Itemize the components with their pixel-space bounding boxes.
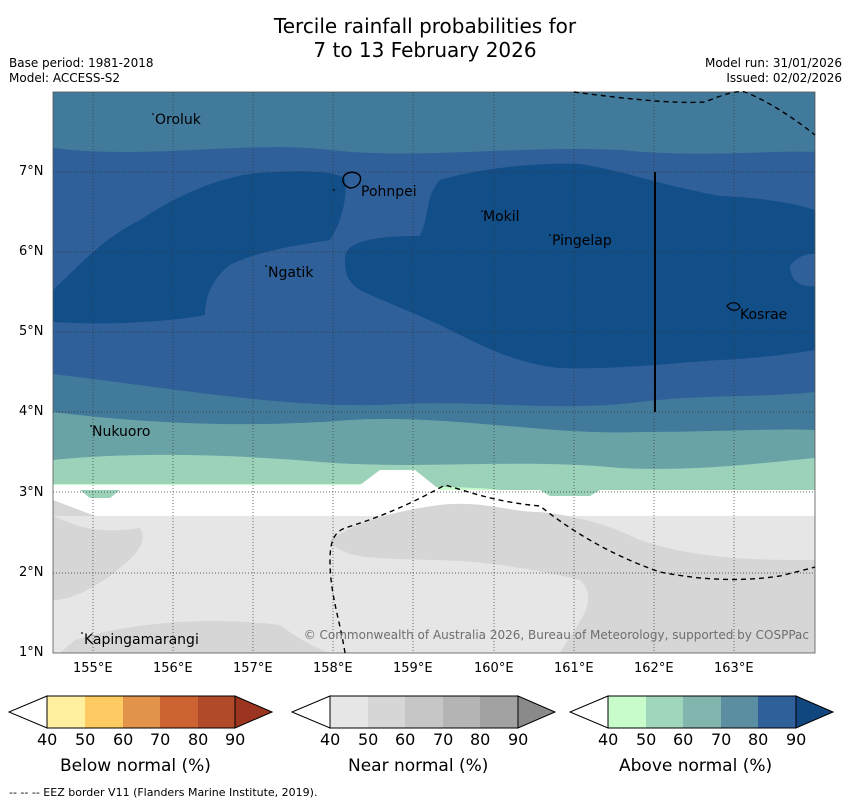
graticule xyxy=(53,92,815,653)
map-title-line2: 7 to 13 February 2026 xyxy=(313,38,537,62)
field-above-80-notch xyxy=(790,253,815,287)
eez-borders xyxy=(329,90,816,654)
model-run: Model run: 31/01/2026 xyxy=(704,56,842,70)
field-near-40-pocket xyxy=(416,568,550,621)
lat-label-4n: 4°N xyxy=(19,404,44,419)
lat-label-2n: 2°N xyxy=(19,565,44,580)
lat-label-1n: 1°N xyxy=(19,645,44,660)
colorbar-near xyxy=(290,695,557,729)
eez-border-south xyxy=(329,484,816,654)
lat-label-3n: 3°N xyxy=(19,485,44,500)
below-normal-label: Below normal (%) xyxy=(60,756,211,776)
above-tick-90: 90 xyxy=(786,730,807,749)
near-tick-40: 40 xyxy=(320,730,341,749)
lon-label-157e: 157°E xyxy=(233,661,273,676)
lon-label-161e: 161°E xyxy=(554,661,594,676)
kosrae-island-outline xyxy=(726,302,741,311)
field-above-60 xyxy=(53,412,815,470)
lon-label-156e: 156°E xyxy=(153,661,193,676)
below-tick-70: 70 xyxy=(150,730,171,749)
above-normal-label: Above normal (%) xyxy=(619,756,773,776)
near-normal-label: Near normal (%) xyxy=(348,756,489,776)
near-tick-60: 60 xyxy=(395,730,416,749)
probability-field xyxy=(53,92,815,653)
above-tick-40: 40 xyxy=(598,730,619,749)
near-tick-50: 50 xyxy=(358,730,379,749)
colorbar-above xyxy=(568,695,835,729)
map-frame xyxy=(52,91,816,654)
copyright-notice: © Commonwealth of Australia 2026, Bureau… xyxy=(303,628,809,642)
field-above-50 xyxy=(53,454,815,490)
lat-label-7n: 7°N xyxy=(19,164,44,179)
place-mokil: Mokil xyxy=(483,209,520,225)
base-period: Base period: 1981-2018 xyxy=(9,56,154,70)
field-near-50 xyxy=(53,500,815,653)
below-tick-40: 40 xyxy=(37,730,58,749)
below-tick-60: 60 xyxy=(113,730,134,749)
pohnpei-island-outline xyxy=(342,171,362,189)
place-pingelap: Pingelap xyxy=(552,233,612,249)
near-tick-90: 90 xyxy=(508,730,529,749)
below-tick-90: 90 xyxy=(225,730,246,749)
lon-label-159e: 159°E xyxy=(393,661,433,676)
place-oroluk: Oroluk xyxy=(155,112,201,128)
field-above-90-east xyxy=(345,163,815,369)
place-pohnpei: Pohnpei xyxy=(361,184,417,200)
lat-label-6n: 6°N xyxy=(19,244,44,259)
lat-label-5n: 5°N xyxy=(19,324,44,339)
eez-footnote: -- -- -- EEZ border V11 (Flanders Marine… xyxy=(9,786,318,799)
atoll-markers xyxy=(81,113,551,634)
near-tick-70: 70 xyxy=(433,730,454,749)
above-tick-60: 60 xyxy=(673,730,694,749)
place-kosrae: Kosrae xyxy=(740,307,788,323)
lon-label-155e: 155°E xyxy=(73,661,113,676)
field-above-50-bumps xyxy=(80,490,600,498)
above-tick-80: 80 xyxy=(748,730,769,749)
lon-label-158e: 158°E xyxy=(313,661,353,676)
field-above-90-west xyxy=(53,171,346,324)
above-tick-70: 70 xyxy=(711,730,732,749)
place-kapingamarangi: Kapingamarangi xyxy=(84,632,199,648)
above-tick-50: 50 xyxy=(636,730,657,749)
lon-label-162e: 162°E xyxy=(634,661,674,676)
place-nukuoro: Nukuoro xyxy=(92,424,151,440)
issued-date: Issued: 02/02/2026 xyxy=(726,71,842,85)
place-ngatik: Ngatik xyxy=(268,265,314,281)
lon-label-163e: 163°E xyxy=(714,661,754,676)
below-tick-50: 50 xyxy=(75,730,96,749)
map-title-line1: Tercile rainfall probabilities for xyxy=(273,14,577,38)
near-tick-80: 80 xyxy=(470,730,491,749)
below-tick-80: 80 xyxy=(188,730,209,749)
lon-label-160e: 160°E xyxy=(474,661,514,676)
model-name: Model: ACCESS-S2 xyxy=(9,71,121,85)
colorbar-below xyxy=(7,695,274,729)
eez-border-north xyxy=(573,90,816,136)
field-boundary xyxy=(53,470,815,516)
